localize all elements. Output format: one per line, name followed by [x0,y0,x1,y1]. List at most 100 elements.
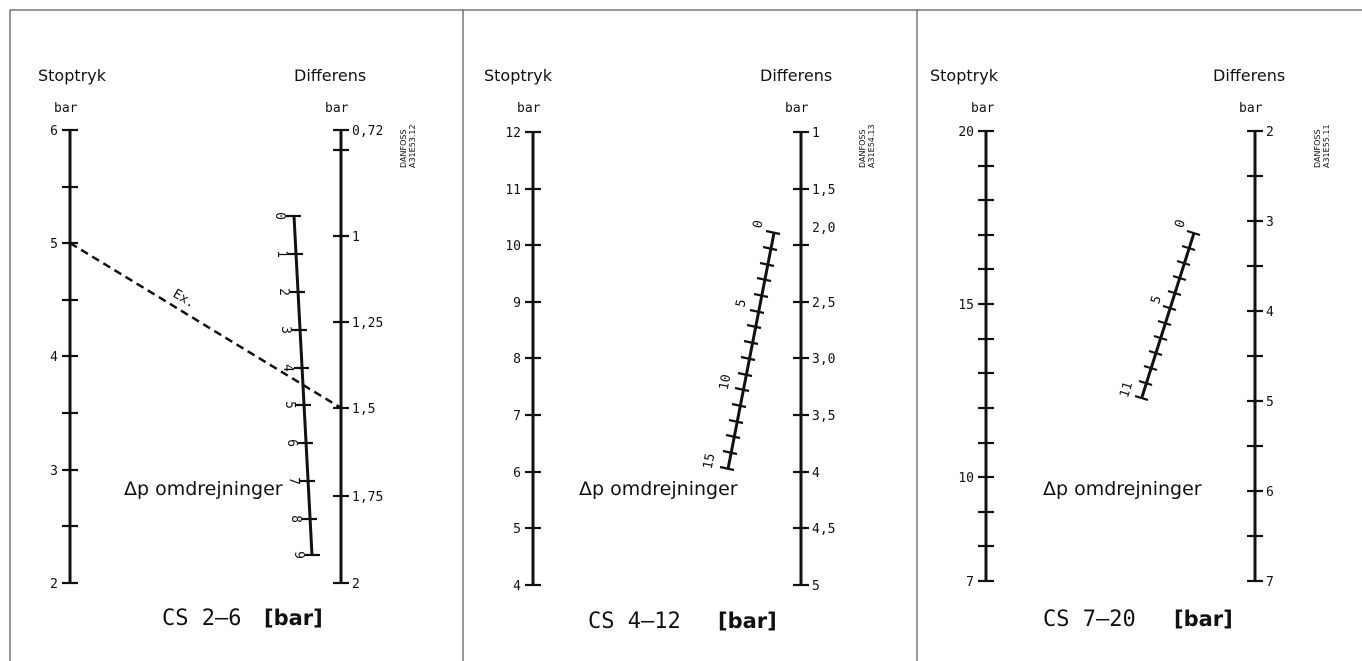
stop-tick-label: 8 [513,352,521,367]
rev-tick-label: 2 [276,288,291,296]
rev-tick [749,308,765,315]
panel-cs-7-20: Stoptryk Differens bar bar 20 15 10 7 [930,66,1331,632]
example-dashed-line [69,241,342,410]
rev-tick [722,449,738,456]
dp-omdrejninger-label: Δp omdrejninger [1043,478,1202,500]
diff-tick-label: 5 [1266,395,1274,410]
rev-tick-label: 6 [284,439,299,447]
rev-tick [1181,244,1196,252]
rev-tick [765,229,781,236]
diff-tick-label: 1,75 [352,490,383,505]
rev-tick [1167,289,1182,297]
diff-tick-label: 7 [1266,575,1274,590]
stop-unit: bar [971,101,995,116]
rev-tick [1134,394,1149,402]
diff-tick-label: 4 [812,466,820,481]
rev-tick-label: 8 [288,515,303,523]
diff-tick-label: 4 [1266,305,1274,320]
rev-tick [1153,334,1168,342]
rev-tick [743,339,759,346]
danfoss-code-line1: DANFOSS [858,129,867,168]
stop-tick-label: 5 [513,522,521,537]
stop-axis: 20 15 10 7 [958,125,994,590]
diff-tick-label: 4,5 [812,522,835,537]
caption-unit: [bar] [264,606,323,630]
caption-model: CS 2–6 [162,606,241,631]
stop-tick-label: 15 [958,298,974,313]
revolutions-scale: 0 1 2 3 4 5 6 7 8 9 [272,212,320,559]
stop-tick-label: 2 [50,577,58,592]
stop-tick-label: 6 [513,466,521,481]
stoptryk-label: Stoptryk [484,66,553,85]
diff-unit: bar [325,101,349,116]
dp-omdrejninger-label: Δp omdrejninger [579,478,738,500]
caption-unit: [bar] [1174,607,1233,631]
rev-tick [762,245,778,252]
revolutions-scale: 0 5 10 15 [701,219,781,472]
stop-tick-label: 4 [513,579,521,594]
rev-tick-label: 5 [1148,294,1165,306]
danfoss-code-line1: DANFOSS [399,129,408,168]
diff-tick-label: 1,25 [352,316,383,331]
diff-tick-label: 2 [1266,125,1274,140]
caption-model: CS 4–12 [588,609,681,634]
diff-tick-label: 1,5 [352,402,375,417]
diff-tick-label: 3 [1266,215,1274,230]
rev-tick [719,465,735,472]
rev-tick-label: 3 [278,326,293,334]
stop-tick-label: 7 [513,409,521,424]
caption-unit: [bar] [718,609,777,633]
rev-tick-label: 5 [733,298,749,309]
stop-tick-label: 20 [958,125,974,140]
stoptryk-label: Stoptryk [930,66,999,85]
danfoss-code-line2: A31E55.11 [1322,124,1331,168]
differens-label: Differens [760,66,832,85]
danfoss-code-line1: DANFOSS [1313,129,1322,168]
diff-tick-label: 5 [812,579,820,594]
stop-tick-label: 4 [50,350,58,365]
rev-tick [1157,319,1172,327]
stop-tick-label: 10 [958,471,974,486]
diff-tick-label: 2,0 [812,221,835,236]
rev-scale-line [1140,232,1196,398]
diff-tick-label: 1,5 [812,183,835,198]
rev-tick [1162,304,1177,312]
rev-tick [759,261,775,268]
rev-tick-label: 4 [280,364,295,372]
rev-tick-label: 15 [701,452,719,470]
rev-tick-label: 0 [272,212,287,220]
stop-axis: 12 11 10 9 8 7 6 5 4 [505,126,541,594]
stop-tick-label: 6 [50,124,58,139]
rev-tick-label: 11 [1117,380,1136,400]
differens-label: Differens [294,66,366,85]
rev-tick [753,292,769,299]
diff-tick-label: 3,0 [812,352,835,367]
stop-tick-label: 3 [50,464,58,479]
dp-omdrejninger-label: Δp omdrejninger [124,478,283,500]
rev-tick-label: 5 [282,401,297,409]
diff-axis: 2 3 4 5 6 7 [1247,125,1274,590]
rev-tick-label: 9 [291,551,306,559]
panel-frames [9,9,1362,661]
rev-tick-label: 0 [750,219,766,230]
danfoss-code-line2: A31E53.12 [408,124,417,168]
rev-tick [1176,259,1191,267]
rev-tick [1186,229,1201,237]
diff-tick-label: 1 [812,126,820,141]
stop-tick-label: 11 [505,183,521,198]
diff-tick-label: 2,5 [812,296,835,311]
revolutions-scale: 0 5 11 [1117,218,1201,402]
diff-tick-label: 0,72 [352,124,383,139]
diff-tick-label: 3,5 [812,409,835,424]
stop-tick-label: 10 [505,239,521,254]
diff-tick-label: 1 [352,230,360,245]
rev-tick [734,386,750,393]
stoptryk-label: Stoptryk [38,66,107,85]
rev-tick [1143,364,1158,372]
diff-axis: 0,72 1 1,25 1,5 1,75 2 [333,124,383,592]
rev-tick-label: 10 [717,373,735,391]
caption-model: CS 7–20 [1043,607,1136,632]
diff-unit: bar [1239,101,1263,116]
rev-tick [1148,349,1163,357]
